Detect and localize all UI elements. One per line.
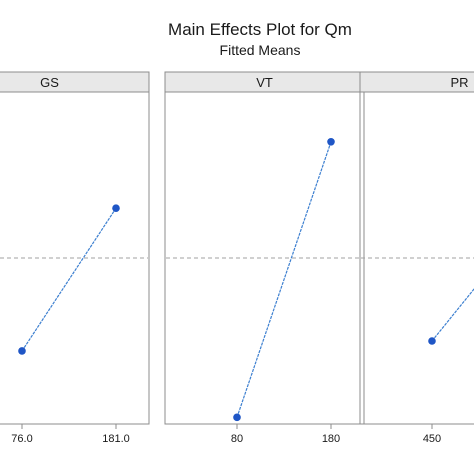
facet-strip-0 xyxy=(0,71,150,93)
chart-subtitle: Fitted Means xyxy=(219,42,301,58)
x-tick-label-2-0: 450 xyxy=(423,433,441,445)
data-point-0-0 xyxy=(18,347,26,355)
data-point-1-1 xyxy=(327,138,335,146)
facet-label-1: VT xyxy=(256,75,273,90)
data-point-1-0 xyxy=(233,413,241,422)
series-line-1 xyxy=(236,141,332,418)
panel-frame-2 xyxy=(359,91,474,425)
series-line-2 xyxy=(431,288,474,342)
x-tick-label-1-0: 80 xyxy=(231,433,243,445)
facet-label-2: PR xyxy=(450,75,468,90)
data-point-0-1 xyxy=(112,204,120,212)
facet-label-0: GS xyxy=(40,75,59,90)
chart-title: Main Effects Plot for Qm xyxy=(168,20,352,39)
data-point-2-0 xyxy=(428,337,436,345)
x-tick-label-0-1: 181.0 xyxy=(102,433,130,445)
series-line-0 xyxy=(21,207,117,352)
panel-frame-0 xyxy=(0,91,150,425)
x-tick-label-1-1: 180 xyxy=(322,433,340,445)
x-tick-label-0-0: 76.0 xyxy=(11,433,32,445)
